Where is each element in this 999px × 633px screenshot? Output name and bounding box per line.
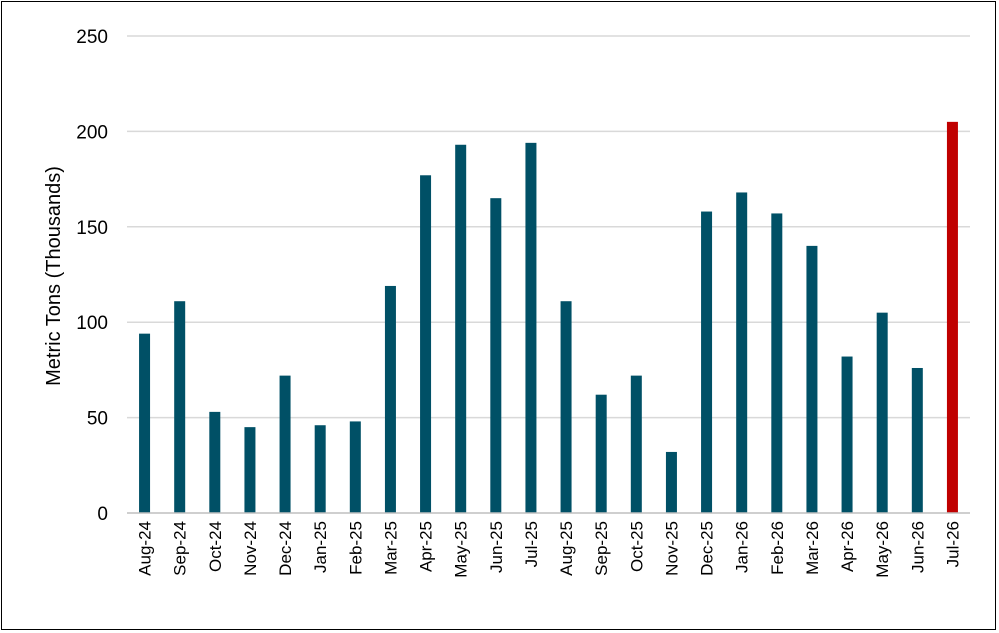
x-tick-labels: Aug-24 Sep-24 Oct-24 Nov-24 Dec-24 Jan-25 Feb-…	[136, 521, 963, 578]
x-tick-label: Mar-25	[381, 521, 400, 575]
y-tick-label: 200	[76, 122, 108, 143]
bar-Feb-25	[349, 421, 361, 513]
x-tick-label: May-26	[873, 521, 892, 578]
bar-Oct-24	[209, 411, 221, 513]
x-tick-label: Dec-25	[698, 521, 717, 576]
x-tick-label: Jul-26	[943, 521, 962, 567]
x-tick-label: Aug-24	[136, 521, 155, 576]
bar-Aug-25	[560, 301, 572, 513]
y-tick-label: 50	[87, 409, 108, 430]
x-tick-label: Sep-24	[171, 521, 190, 576]
x-tick-label: Aug-25	[557, 521, 576, 576]
x-tick-label: Nov-24	[241, 521, 260, 576]
bar-Nov-25	[665, 451, 677, 513]
x-tick-label: Sep-25	[592, 521, 611, 576]
x-tick-label: Apr-26	[838, 521, 857, 572]
bar-Feb-26	[771, 213, 783, 513]
bars	[139, 121, 958, 514]
y-axis-title: Metric Tons (Thousands)	[43, 166, 65, 386]
y-tick-label: 250	[76, 27, 108, 48]
bar-Sep-25	[595, 394, 607, 513]
bar-Apr-26	[841, 356, 853, 513]
x-tick-label: Jan-25	[311, 521, 330, 573]
gridlines	[127, 35, 970, 419]
bar-Dec-25	[701, 211, 713, 514]
bar-May-26	[876, 312, 888, 513]
bar-Jan-26	[736, 192, 748, 513]
bar-Jan-25	[314, 425, 326, 513]
y-tick-label: 150	[76, 218, 108, 239]
x-tick-label: Jun-25	[487, 521, 506, 573]
bar-Apr-25	[420, 175, 432, 513]
x-tick-label: Oct-24	[206, 521, 225, 572]
x-tick-label: Nov-25	[662, 521, 681, 576]
y-tick-labels: 0 50 100 150 200 250	[76, 27, 108, 525]
x-tick-label: Dec-24	[276, 521, 295, 576]
bar-Jun-25	[490, 198, 502, 513]
bar-Dec-24	[279, 375, 291, 513]
x-tick-label: Apr-25	[417, 521, 436, 572]
bar-Jul-26	[946, 121, 958, 514]
bar-Mar-25	[384, 285, 396, 513]
x-tick-label: Feb-26	[768, 521, 787, 575]
bar-Jul-25	[525, 142, 537, 513]
x-tick-label: Mar-26	[803, 521, 822, 575]
x-tick-label: May-25	[452, 521, 471, 578]
y-tick-label: 100	[76, 313, 108, 334]
x-tick-label: Jul-25	[522, 521, 541, 567]
bar-Oct-25	[630, 375, 642, 513]
bar-May-25	[455, 144, 467, 513]
x-tick-label: Feb-25	[346, 521, 365, 575]
x-tick-label: Jun-26	[908, 521, 927, 573]
bar-Nov-24	[244, 427, 256, 513]
bar-Mar-26	[806, 245, 818, 513]
bar-Aug-24	[139, 333, 151, 513]
bar-Sep-24	[174, 301, 186, 513]
y-tick-label: 0	[97, 504, 108, 525]
x-tick-label: Jan-26	[733, 521, 752, 573]
bar-Jun-26	[911, 367, 923, 513]
x-tick-label: Oct-25	[627, 521, 646, 572]
